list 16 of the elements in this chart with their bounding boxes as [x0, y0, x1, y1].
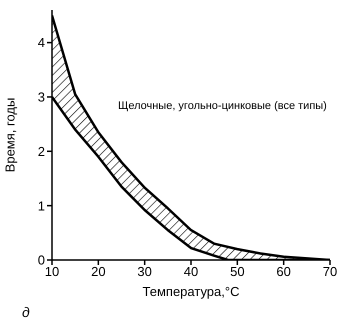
x-tick-label: 10 [44, 264, 60, 280]
x-tick-label: 70 [322, 264, 338, 280]
text: д [22, 304, 30, 320]
y-tick-label: 3 [38, 90, 45, 105]
y-tick-label: 4 [38, 35, 45, 50]
y-tick-label: 0 [38, 252, 45, 268]
annotation: Щелочные, угольно-цинковые (все типы) [118, 100, 327, 112]
x-tick-label: 20 [91, 264, 106, 280]
y-tick-label: 2 [38, 144, 45, 159]
x-axis-title: Температура,°C [142, 284, 240, 299]
y-tick-label: 1 [38, 198, 45, 214]
x-tick-label: 60 [276, 264, 291, 280]
y-axis-title: Время, годы [2, 98, 18, 172]
x-tick-label: 40 [184, 264, 198, 280]
x-tick-label: 30 [137, 264, 152, 280]
x-tick-label: 50 [230, 264, 245, 280]
